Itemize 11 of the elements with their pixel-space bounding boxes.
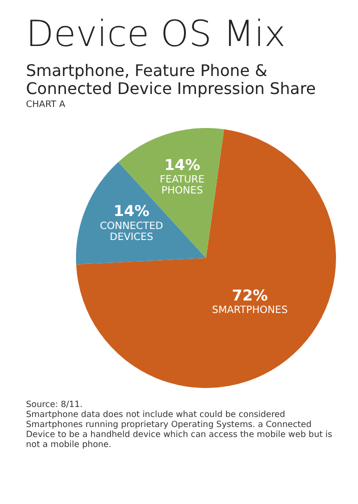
slice-label: SMARTPHONES — [212, 305, 288, 316]
data-label: 72% — [232, 286, 268, 304]
chart-title: Device OS Mix — [26, 14, 286, 55]
source-note: Source: 8/11. — [26, 400, 84, 410]
data-label: 14% — [164, 156, 200, 174]
text: Smartphone data does not include what could be considered Smartphones running proprietary Operating Systems. a Connected Device to be a handheld device which can access the mobile web but is not a mobile phone. — [26, 410, 334, 450]
slice-label: FEATURE PHONES — [160, 174, 205, 197]
text: CHART A — [26, 100, 66, 110]
chart-subtitle: Smartphone, Feature Phone & Connected Device Impression Share — [26, 61, 317, 98]
data-label: 14% — [114, 202, 150, 220]
slice-label: CONNECTED DEVICES — [100, 220, 164, 243]
